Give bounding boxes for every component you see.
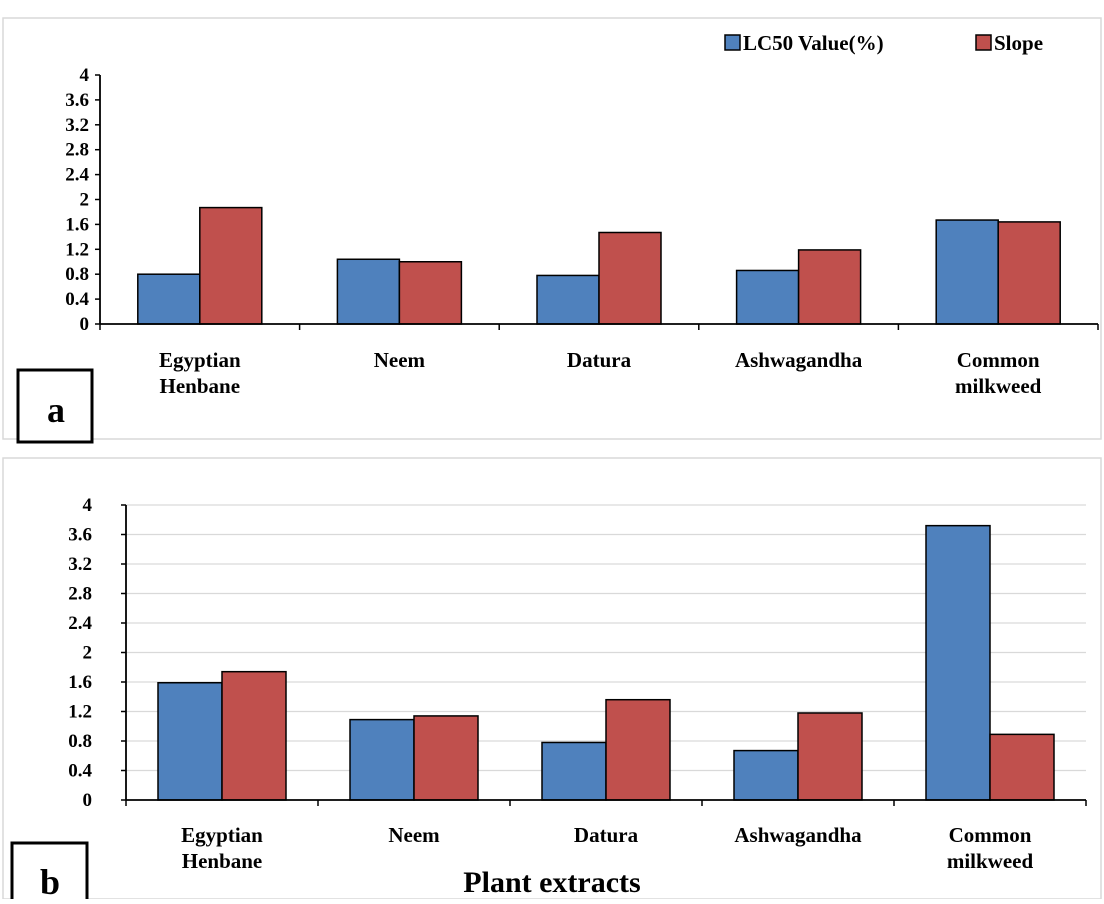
y-tick-label: 1.6 bbox=[68, 672, 92, 693]
y-tick-label: 3.2 bbox=[68, 554, 92, 575]
y-tick-label: 3.2 bbox=[65, 115, 89, 136]
bar-slope bbox=[797, 712, 863, 801]
chart-panel-b: 0 0.4 0.8 1.2 1.6 2 2.4 2.8 3.2 3.6 4 Egyptian Henba… bbox=[10, 495, 1087, 904]
bar-lc50 bbox=[925, 524, 991, 801]
bar-lc50 bbox=[735, 269, 800, 325]
bar-lc50 bbox=[536, 274, 600, 325]
category-label: Egyptian Henbane bbox=[159, 348, 241, 398]
category-label: Neem bbox=[374, 348, 426, 372]
y-tick-label: 2.4 bbox=[65, 165, 89, 186]
category-label: Common milkweed bbox=[955, 348, 1042, 398]
y-tick-label: 2 bbox=[80, 190, 90, 211]
y-tick-label: 0.4 bbox=[68, 761, 92, 782]
y-tick-label: 0 bbox=[83, 790, 93, 811]
category-label-line: Egyptian bbox=[159, 348, 241, 372]
y-tick-label: 1.6 bbox=[65, 214, 89, 235]
category-label: Neem bbox=[388, 823, 440, 847]
bar-slope bbox=[797, 249, 862, 325]
category-label: Datura bbox=[567, 348, 632, 372]
legend-swatch bbox=[724, 34, 741, 51]
bar-slope bbox=[989, 733, 1055, 801]
x-axis-title: Plant extracts bbox=[463, 866, 640, 899]
bar-lc50 bbox=[935, 219, 999, 325]
y-tick-label: 2.4 bbox=[68, 613, 92, 634]
legend-swatch bbox=[975, 34, 992, 51]
bar-slope bbox=[413, 715, 479, 801]
bar-lc50 bbox=[349, 718, 415, 801]
y-tick-label: 2.8 bbox=[65, 140, 89, 161]
category-label: Common milkweed bbox=[947, 823, 1034, 873]
y-tick-label: 0.8 bbox=[68, 731, 92, 752]
y-tick-label: 0.8 bbox=[65, 264, 89, 285]
y-tick-label: 3.6 bbox=[65, 90, 89, 111]
y-tick-label: 0 bbox=[80, 314, 90, 335]
category-label-line: Common bbox=[949, 823, 1032, 847]
bar-lc50 bbox=[541, 741, 607, 801]
bar-slope bbox=[997, 221, 1061, 325]
category-label-line: Common bbox=[957, 348, 1040, 372]
category-label-line: Henbane bbox=[182, 849, 263, 873]
y-tick-label: 0.4 bbox=[65, 289, 89, 310]
category-label: Egyptian Henbane bbox=[181, 823, 263, 873]
y-tick-label: 2.8 bbox=[68, 584, 92, 605]
panel-letter-box bbox=[10, 841, 89, 904]
category-label: Ashwagandha bbox=[735, 348, 863, 372]
bar-slope bbox=[398, 261, 463, 325]
panel-b-frame bbox=[2, 457, 1102, 900]
y-tick-label: 2 bbox=[83, 643, 93, 664]
category-label-line: milkweed bbox=[955, 374, 1042, 398]
bar-slope bbox=[605, 698, 671, 801]
bar-slope bbox=[221, 670, 287, 801]
bar-slope bbox=[598, 231, 662, 325]
category-label-line: Henbane bbox=[160, 374, 241, 398]
bar-lc50 bbox=[157, 681, 223, 801]
bar-slope bbox=[199, 206, 263, 325]
bar-lc50 bbox=[336, 258, 401, 325]
bar-lc50 bbox=[137, 273, 201, 325]
legend-label: Slope bbox=[994, 31, 1043, 55]
chart-panel-a: 0 0.4 0.8 1.2 1.6 2 2.4 2.8 3.2 3.6 4 Egyptian Henba… bbox=[16, 31, 1099, 444]
legend-label: LC50 Value(%) bbox=[743, 31, 884, 55]
y-tick-label: 4 bbox=[83, 495, 93, 516]
panel-letter: a bbox=[47, 390, 65, 430]
category-label-line: milkweed bbox=[947, 849, 1034, 873]
y-tick-label: 1.2 bbox=[65, 239, 89, 260]
category-label-line: Egyptian bbox=[181, 823, 263, 847]
panel-letter-box bbox=[16, 368, 94, 444]
y-tick-label: 3.6 bbox=[68, 525, 92, 546]
category-label: Ashwagandha bbox=[734, 823, 862, 847]
category-label: Datura bbox=[574, 823, 639, 847]
panel-a-frame bbox=[2, 17, 1102, 440]
y-tick-label: 4 bbox=[80, 65, 90, 86]
y-tick-label: 1.2 bbox=[68, 702, 92, 723]
bar-lc50 bbox=[733, 749, 799, 801]
panel-letter: b bbox=[40, 862, 60, 899]
cropped-caption bbox=[380, 0, 820, 6]
